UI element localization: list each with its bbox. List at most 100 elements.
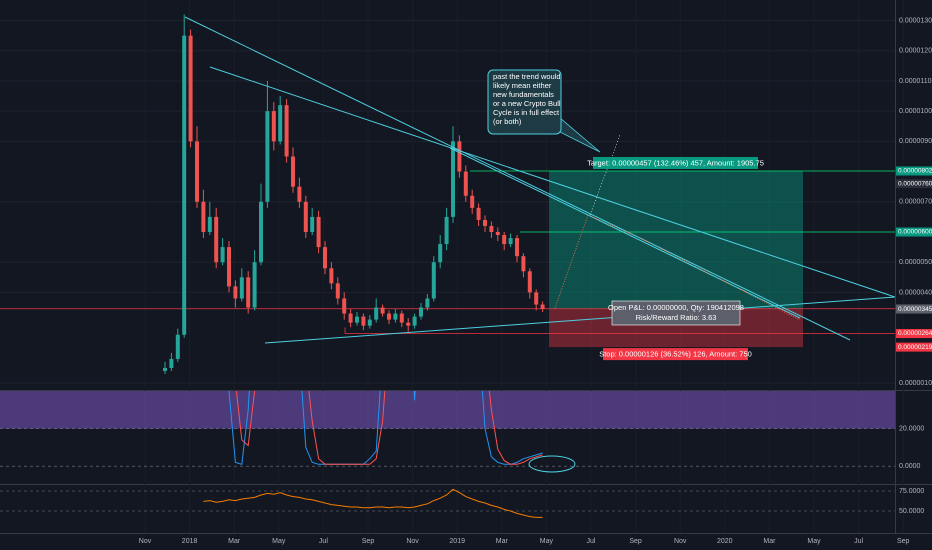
annotation: past the trend would bbox=[493, 72, 561, 81]
candle-body bbox=[278, 105, 283, 142]
price-marker bbox=[896, 179, 932, 189]
candle-body bbox=[316, 216, 321, 248]
candle-body bbox=[323, 247, 327, 269]
target-label-box bbox=[593, 156, 758, 169]
candle-body bbox=[534, 292, 539, 305]
x-tick-label: Mar bbox=[496, 538, 509, 545]
pnl-box bbox=[611, 300, 741, 326]
candle-body bbox=[489, 225, 494, 233]
rsi-pane bbox=[0, 488, 895, 518]
candle-body bbox=[412, 316, 417, 326]
candle-body bbox=[188, 35, 193, 142]
candle-body bbox=[335, 283, 340, 299]
candle-body bbox=[540, 304, 545, 310]
candle-body bbox=[239, 277, 244, 299]
candle-body bbox=[457, 141, 462, 172]
candle-body bbox=[515, 238, 519, 257]
indicator-line bbox=[235, 391, 543, 465]
candle-body bbox=[425, 298, 430, 308]
y-tick-label: 75.0000 bbox=[899, 488, 924, 495]
x-tick-label: Mar bbox=[228, 538, 241, 545]
x-tick-label: Mar bbox=[763, 538, 776, 545]
annotation: (or both) bbox=[493, 117, 522, 126]
x-tick-label: May bbox=[272, 538, 286, 545]
candle-body bbox=[233, 286, 238, 299]
candle-body bbox=[483, 219, 487, 226]
x-tick-label: Nov bbox=[139, 538, 152, 545]
candle-body bbox=[521, 256, 526, 272]
stoch-pane bbox=[0, 391, 895, 467]
indicator-line bbox=[203, 488, 543, 518]
candle-body bbox=[182, 35, 187, 335]
x-tick-label: Jul bbox=[587, 538, 596, 545]
price-marker bbox=[896, 329, 932, 339]
candle-body bbox=[265, 111, 270, 202]
highlight bbox=[528, 455, 576, 473]
candle-body bbox=[246, 277, 251, 308]
candle-body bbox=[380, 307, 385, 314]
indicator-line bbox=[228, 391, 543, 465]
candle-body bbox=[470, 195, 475, 208]
candle-body bbox=[419, 307, 423, 317]
x-tick-label: Jul bbox=[854, 538, 863, 545]
candle-body bbox=[291, 156, 295, 187]
candle-body bbox=[361, 316, 366, 326]
candle-body bbox=[367, 319, 372, 326]
stop-label: Stop: 0.00000126 (36.52%) 126, Amount: 7… bbox=[599, 350, 752, 359]
candle-body bbox=[502, 235, 507, 245]
annotation: Cycle is in full effect bbox=[493, 108, 560, 117]
candle-body bbox=[451, 141, 455, 217]
candle-body bbox=[527, 271, 532, 293]
y-tick-label: 0.0000 bbox=[899, 463, 921, 470]
candle-body bbox=[406, 322, 411, 326]
pnl-label: Open P&L: 0.00000000, Qty: 190412098 bbox=[608, 303, 744, 312]
candle-body bbox=[310, 216, 315, 233]
price-pane bbox=[163, 14, 545, 374]
candle-body bbox=[303, 201, 308, 233]
trendline bbox=[264, 296, 895, 344]
candle-body bbox=[438, 244, 443, 263]
candle-body bbox=[355, 316, 359, 323]
price-marker-label: 0.00000760 bbox=[898, 180, 932, 187]
candle-body bbox=[220, 247, 225, 263]
candle-body bbox=[495, 232, 500, 236]
projection bbox=[589, 134, 621, 216]
trendline bbox=[209, 66, 895, 298]
target-label: Target: 0.00000457 (132.46%) 457, Amount… bbox=[587, 158, 764, 167]
candle-body bbox=[329, 268, 334, 284]
x-tick-label: Nov bbox=[406, 538, 419, 545]
price-marker bbox=[896, 227, 932, 237]
candle-body bbox=[399, 313, 404, 323]
candle-body bbox=[169, 358, 174, 368]
annotation: likely mean either bbox=[493, 81, 552, 90]
price-marker-label: 0.00000264 bbox=[898, 330, 932, 337]
candle-body bbox=[508, 238, 513, 245]
y-tick-label: 0.00000100 bbox=[899, 380, 932, 387]
y-tick-label: 20.0000 bbox=[899, 425, 924, 432]
candle-body bbox=[284, 105, 289, 157]
x-tick-label: 2018 bbox=[182, 538, 198, 545]
rr-label: Risk/Reward Ratio: 3.63 bbox=[636, 313, 717, 322]
candle-body bbox=[271, 111, 276, 142]
price-marker-label: 0.00000345 bbox=[898, 306, 932, 313]
x-tick-label: 2020 bbox=[717, 538, 733, 545]
candle-body bbox=[348, 313, 353, 323]
drawings: Target: 0.00000457 (132.46%) 457, Amount… bbox=[184, 16, 895, 344]
stoch-band bbox=[0, 391, 895, 429]
x-tick-label: Jul bbox=[319, 538, 328, 545]
candle-body bbox=[297, 186, 302, 202]
candle-body bbox=[431, 262, 436, 299]
candle-body bbox=[175, 334, 180, 359]
trendline bbox=[184, 16, 851, 341]
x-tick-label: 2019 bbox=[449, 538, 465, 545]
y-tick-label: 50.0000 bbox=[899, 508, 924, 515]
x-tick-label: Sep bbox=[362, 538, 375, 545]
